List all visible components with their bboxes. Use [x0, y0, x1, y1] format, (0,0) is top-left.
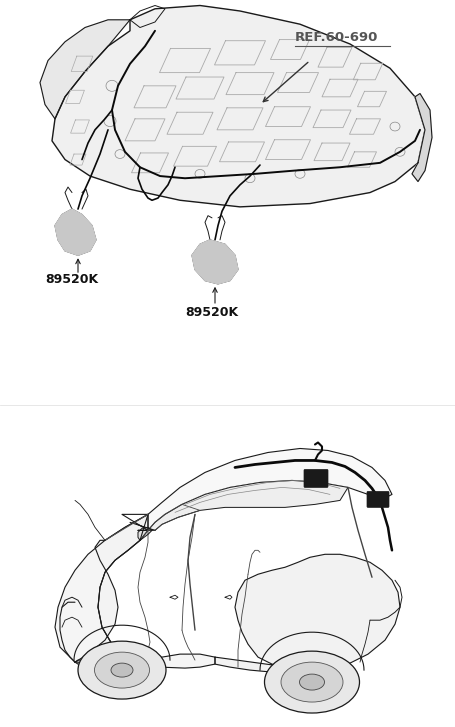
FancyBboxPatch shape — [304, 470, 328, 487]
Polygon shape — [52, 6, 425, 207]
Ellipse shape — [299, 674, 324, 690]
Ellipse shape — [95, 652, 150, 688]
Polygon shape — [192, 240, 238, 284]
Polygon shape — [412, 94, 432, 182]
Polygon shape — [215, 554, 400, 672]
Text: 89520K: 89520K — [185, 306, 238, 319]
Ellipse shape — [281, 662, 343, 702]
Text: 89520K: 89520K — [45, 273, 98, 286]
Ellipse shape — [264, 651, 359, 713]
Text: REF.60-690: REF.60-690 — [295, 31, 379, 44]
Ellipse shape — [111, 663, 133, 677]
Polygon shape — [75, 515, 148, 664]
FancyBboxPatch shape — [367, 491, 389, 507]
Polygon shape — [55, 515, 215, 668]
Ellipse shape — [78, 641, 166, 699]
Polygon shape — [55, 209, 96, 255]
Polygon shape — [148, 449, 392, 530]
Polygon shape — [148, 481, 348, 530]
Polygon shape — [40, 20, 130, 119]
Polygon shape — [138, 527, 152, 540]
